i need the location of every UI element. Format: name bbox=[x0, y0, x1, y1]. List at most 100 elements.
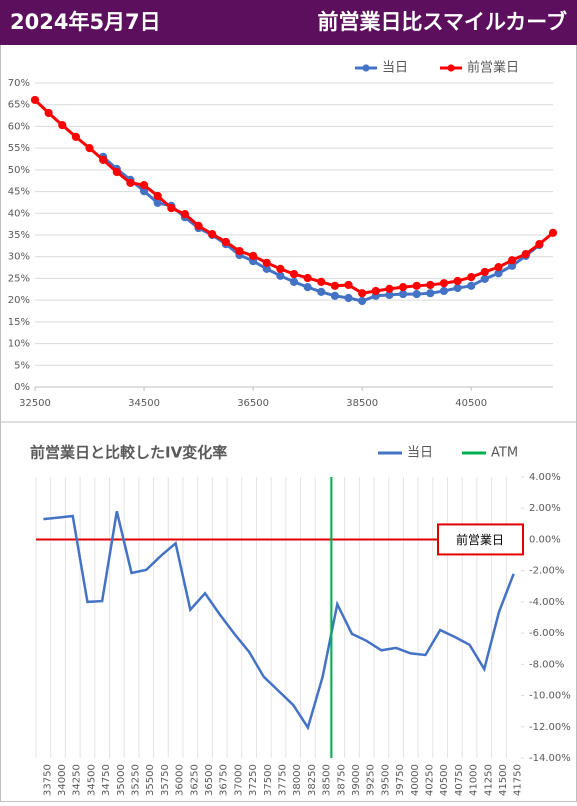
x-tick-label: 40500 bbox=[455, 398, 487, 409]
y-tick-label: -8.00% bbox=[529, 659, 564, 670]
x-tick-label: 34500 bbox=[128, 398, 160, 409]
legend-label: ATM bbox=[491, 446, 518, 461]
marker bbox=[289, 277, 299, 287]
x-tick-label: 36750 bbox=[219, 764, 230, 796]
reference-label-box bbox=[437, 523, 524, 556]
marker bbox=[344, 293, 353, 303]
x-tick-label: 41000 bbox=[469, 764, 480, 796]
y-tick-label: 60% bbox=[8, 121, 30, 132]
marker bbox=[494, 263, 503, 272]
y-tick-label: 30% bbox=[8, 252, 30, 263]
marker bbox=[330, 291, 339, 300]
marker bbox=[208, 230, 217, 239]
x-tick-label: 40000 bbox=[410, 764, 421, 796]
marker bbox=[249, 251, 258, 260]
x-tick-label: 40500 bbox=[439, 764, 450, 796]
marker bbox=[139, 180, 149, 190]
x-tick-label: 40750 bbox=[454, 764, 465, 796]
marker bbox=[521, 250, 530, 259]
x-tick-label: 34000 bbox=[57, 764, 68, 796]
marker bbox=[358, 289, 367, 298]
reference-label: 前営業日 bbox=[456, 532, 504, 547]
y-tick-label: 35% bbox=[8, 230, 30, 241]
x-tick-label: 36500 bbox=[204, 764, 215, 796]
marker bbox=[412, 281, 421, 290]
marker bbox=[344, 280, 353, 290]
marker bbox=[44, 108, 53, 118]
marker bbox=[276, 264, 285, 273]
series-line bbox=[43, 511, 515, 731]
marker bbox=[439, 279, 449, 288]
marker bbox=[548, 228, 558, 237]
marker bbox=[303, 283, 312, 292]
y-tick-label: 4.00% bbox=[529, 472, 561, 483]
marker bbox=[480, 274, 489, 283]
x-tick-label: 34250 bbox=[72, 764, 83, 796]
x-tick-label: 40250 bbox=[424, 764, 435, 796]
y-tick-label: 70% bbox=[8, 78, 30, 89]
x-tick-label: 38750 bbox=[336, 764, 347, 796]
legend-label: 当日 bbox=[382, 61, 408, 76]
legend-marker bbox=[447, 64, 455, 72]
x-tick-label: 35000 bbox=[116, 764, 127, 796]
marker bbox=[398, 289, 408, 299]
x-tick-label: 35250 bbox=[131, 764, 142, 796]
x-tick-label: 37750 bbox=[278, 764, 289, 796]
y-tick-label: 2.00% bbox=[529, 503, 561, 514]
marker bbox=[221, 237, 230, 247]
y-tick-label: 40% bbox=[8, 208, 30, 219]
x-tick-label: 39750 bbox=[395, 764, 406, 796]
chart-title: 前営業日と比較したIV変化率 bbox=[30, 444, 227, 462]
marker bbox=[180, 210, 190, 219]
x-tick-label: 33750 bbox=[42, 764, 53, 796]
y-tick-label: 50% bbox=[8, 165, 30, 176]
marker bbox=[371, 286, 380, 296]
marker bbox=[426, 280, 435, 290]
x-tick-label: 36500 bbox=[237, 398, 269, 409]
x-tick-label: 38000 bbox=[292, 764, 303, 796]
y-tick-label: -4.00% bbox=[529, 597, 564, 608]
marker bbox=[535, 240, 544, 249]
legend-label: 前営業日 bbox=[467, 60, 519, 76]
y-tick-label: -2.00% bbox=[529, 566, 564, 577]
marker bbox=[398, 283, 408, 292]
x-tick-label: 37000 bbox=[233, 764, 244, 796]
marker bbox=[112, 167, 121, 177]
legend-marker bbox=[362, 64, 370, 72]
y-tick-label: 25% bbox=[8, 273, 30, 284]
x-tick-label: 37500 bbox=[263, 764, 274, 796]
marker bbox=[262, 258, 271, 267]
x-tick-label: 41500 bbox=[498, 764, 509, 796]
x-tick-label: 35750 bbox=[160, 764, 171, 796]
x-tick-label: 38500 bbox=[346, 398, 378, 409]
header-date: 2024年5月7日 bbox=[10, 10, 161, 34]
y-tick-label: 20% bbox=[8, 295, 30, 306]
y-tick-label: -14.00% bbox=[529, 753, 571, 764]
marker bbox=[480, 267, 489, 277]
x-tick-label: 39000 bbox=[351, 764, 362, 796]
marker bbox=[317, 277, 326, 287]
x-tick-label: 32500 bbox=[19, 398, 51, 409]
marker bbox=[289, 269, 299, 279]
marker bbox=[30, 95, 40, 105]
marker bbox=[58, 121, 67, 130]
x-tick-label: 36000 bbox=[175, 764, 186, 796]
x-tick-label: 35500 bbox=[145, 764, 156, 796]
y-tick-label: 5% bbox=[14, 360, 30, 371]
marker bbox=[317, 287, 326, 296]
x-tick-label: 37250 bbox=[248, 764, 259, 796]
marker bbox=[99, 155, 108, 164]
y-tick-label: -6.00% bbox=[529, 628, 564, 639]
marker bbox=[153, 191, 162, 201]
y-tick-label: 0% bbox=[14, 382, 30, 393]
x-tick-label: 34750 bbox=[101, 764, 112, 796]
x-tick-label: 41250 bbox=[483, 764, 494, 796]
x-tick-label: 36250 bbox=[189, 764, 200, 796]
x-tick-label: 39500 bbox=[380, 764, 391, 796]
marker bbox=[167, 203, 176, 213]
x-tick-label: 34500 bbox=[86, 764, 97, 796]
y-tick-label: 45% bbox=[8, 187, 30, 198]
